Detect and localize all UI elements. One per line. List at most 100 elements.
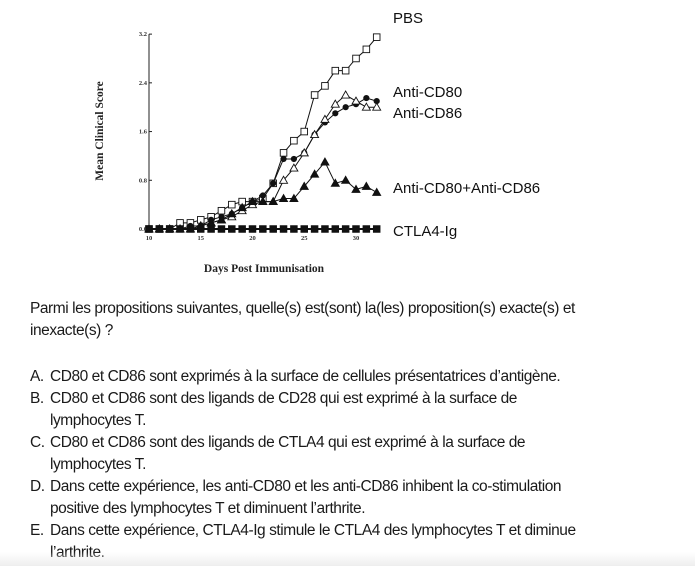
data-point-square: [341, 225, 350, 233]
data-point-circle: [280, 155, 287, 163]
data-point-square: [238, 225, 246, 233]
data-point-square: [279, 225, 288, 233]
data-point-square: [290, 225, 298, 233]
data-point-square: [217, 206, 226, 215]
option-letter: D.: [30, 478, 45, 495]
y-axis-label: Mean Clinical Score: [94, 81, 106, 180]
x-tick-label: 30: [353, 235, 360, 242]
option-letter: E.: [30, 522, 44, 539]
data-point-square: [310, 91, 319, 99]
legend-label: PBS: [393, 10, 423, 27]
data-point-circle: [270, 180, 277, 187]
data-point-square: [290, 136, 298, 145]
x-tick-label: 20: [249, 235, 256, 242]
option-letter: A.: [30, 368, 44, 385]
legend: PBS Anti-CD80 Anti-CD86 Anti-CD80+Anti-CD86…: [393, 10, 540, 240]
data-point-triangle: [330, 99, 341, 108]
series-line: [149, 94, 377, 230]
data-point-square: [217, 225, 226, 233]
data-point-triangle: [361, 102, 372, 111]
option-text: Dans cette expérience, les anti-CD80 et …: [50, 478, 562, 495]
data-point-square: [186, 225, 195, 233]
data-point-triangle: [361, 181, 372, 190]
clinical-score-chart: 0.0 0.8 1.6 2.4 3.2 10 15 20 25 30 PBS Anti-CD80 An…: [94, 10, 540, 275]
x-tick-label: 10: [146, 235, 153, 242]
series-anti-cd80: [145, 94, 380, 233]
x-tick-label: 25: [301, 235, 308, 242]
y-tick-label: 3.2: [139, 31, 147, 38]
data-point-square: [362, 225, 371, 233]
data-point-triangle: [340, 175, 351, 184]
x-tick-label: 15: [198, 235, 205, 242]
data-point-square: [352, 225, 360, 233]
data-point-triangle: [340, 90, 351, 99]
data-point-circle: [290, 155, 297, 163]
data-point-square: [165, 225, 174, 233]
question-line-2: inexacte(s) ?: [30, 322, 113, 339]
data-point-square: [196, 225, 205, 233]
data-point-square: [352, 54, 360, 63]
data-point-square: [176, 225, 184, 233]
option-text-cont: lymphocytes T.: [50, 456, 146, 473]
data-point-square: [279, 149, 288, 157]
data-point-square: [300, 225, 309, 233]
data-point-circle: [342, 104, 349, 111]
data-point-triangle: [258, 196, 268, 206]
data-point-square: [321, 82, 329, 90]
data-point-square: [331, 225, 340, 233]
data-point-circle: [373, 98, 380, 105]
data-point-circle: [332, 110, 339, 117]
legend-label: Anti-CD80+Anti-CD86: [393, 180, 540, 197]
bottom-shadow: [0, 552, 695, 566]
option-text-cont: lymphocytes T.: [50, 412, 146, 429]
data-point-square: [372, 33, 381, 41]
data-point-triangle: [309, 129, 320, 139]
data-point-square: [310, 225, 319, 233]
data-point-triangle: [289, 163, 299, 172]
option-letter: C.: [30, 434, 45, 451]
series-lines: [144, 33, 382, 233]
data-point-square: [228, 225, 236, 233]
data-point-square: [269, 225, 277, 233]
data-point-square: [155, 225, 164, 233]
data-point-square: [248, 225, 257, 233]
data-point-square: [207, 225, 215, 233]
y-tick-label: 0.8: [139, 177, 148, 184]
data-point-triangle: [216, 214, 227, 224]
data-point-triangle: [247, 196, 258, 206]
option-text: CD80 et CD86 sont exprimés à la surface …: [50, 368, 561, 385]
series-anti-cd86: [144, 90, 382, 233]
question-line-1: Parmi les propositions suivantes, quelle…: [30, 300, 575, 317]
data-point-square: [259, 225, 267, 233]
data-point-triangle: [320, 114, 330, 123]
data-point-triangle: [351, 96, 361, 105]
data-point-square: [228, 200, 236, 209]
data-point-square: [145, 225, 153, 233]
legend-label: Anti-CD80: [393, 84, 462, 101]
series-line: [149, 97, 377, 230]
data-point-triangle: [299, 147, 310, 157]
option-a: A. CD80 et CD86 sont exprimés à la surfac…: [30, 366, 680, 388]
option-d: D. Dans cette expérience, les anti-CD80 e…: [30, 476, 680, 520]
data-point-square: [321, 225, 329, 233]
data-point-triangle: [371, 102, 382, 111]
option-text-cont: positive des lymphocytes T et diminuent …: [50, 500, 366, 517]
data-point-triangle: [371, 187, 382, 196]
option-text: CD80 et CD86 sont des ligands de CTLA4 q…: [50, 434, 526, 451]
data-point-circle: [363, 94, 370, 102]
data-point-square: [372, 225, 381, 233]
data-point-triangle: [268, 196, 278, 206]
y-tick-label: 2.4: [139, 80, 148, 87]
option-c: C. CD80 et CD86 sont des ligands de CTLA4…: [30, 432, 680, 476]
y-tick-label: 0.0: [139, 226, 147, 233]
data-point-triangle: [278, 175, 289, 184]
data-point-square: [331, 66, 340, 75]
data-point-triangle: [237, 202, 247, 212]
data-point-square: [341, 66, 350, 75]
data-point-triangle: [330, 178, 341, 187]
data-point-triangle: [227, 208, 237, 218]
option-text: CD80 et CD86 sont des ligands de CD28 qu…: [50, 390, 517, 407]
legend-label: Anti-CD86: [393, 105, 462, 122]
data-point-square: [362, 45, 371, 54]
data-point-square: [300, 127, 309, 136]
